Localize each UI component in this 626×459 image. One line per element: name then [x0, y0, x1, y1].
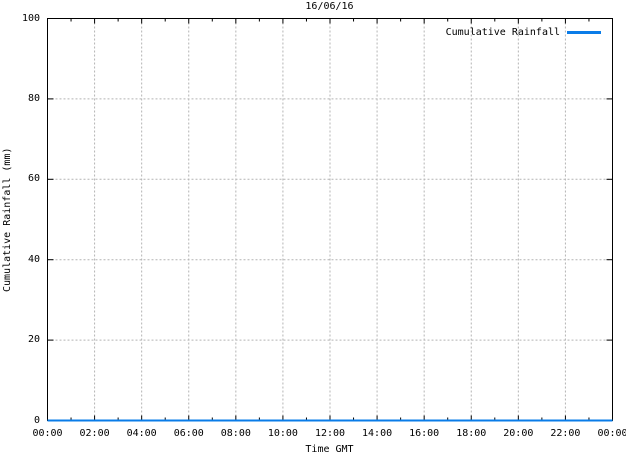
x-tick-label: 18:00 — [456, 428, 487, 439]
legend-line-sample — [567, 31, 601, 34]
y-axis-label: Cumulative Rainfall (mm) — [2, 147, 13, 292]
x-tick-label: 00:00 — [597, 428, 626, 439]
x-tick-label: 02:00 — [79, 428, 110, 439]
x-tick-label: 10:00 — [267, 428, 298, 439]
x-axis-label: Time GMT — [305, 444, 354, 455]
x-tick-label: 20:00 — [503, 428, 534, 439]
chart-title: 16/06/16 — [305, 1, 354, 12]
y-tick-label: 100 — [21, 12, 40, 24]
x-tick-label: 22:00 — [550, 428, 581, 439]
y-tick-label: 0 — [33, 414, 40, 426]
x-tick-label: 04:00 — [126, 428, 157, 439]
legend-label: Cumulative Rainfall — [445, 27, 560, 38]
y-tick-label: 40 — [27, 253, 40, 265]
y-tick-label: 60 — [27, 173, 40, 185]
y-tick-label: 80 — [27, 92, 40, 104]
x-tick-label: 16:00 — [409, 428, 440, 439]
x-tick-label: 00:00 — [32, 428, 63, 439]
x-tick-label: 08:00 — [220, 428, 251, 439]
x-tick-label: 12:00 — [314, 428, 346, 439]
y-tick-label: 20 — [27, 334, 40, 346]
legend: Cumulative Rainfall — [446, 27, 601, 38]
x-tick-label: 06:00 — [173, 428, 204, 439]
x-tick-label: 14:00 — [362, 428, 393, 439]
